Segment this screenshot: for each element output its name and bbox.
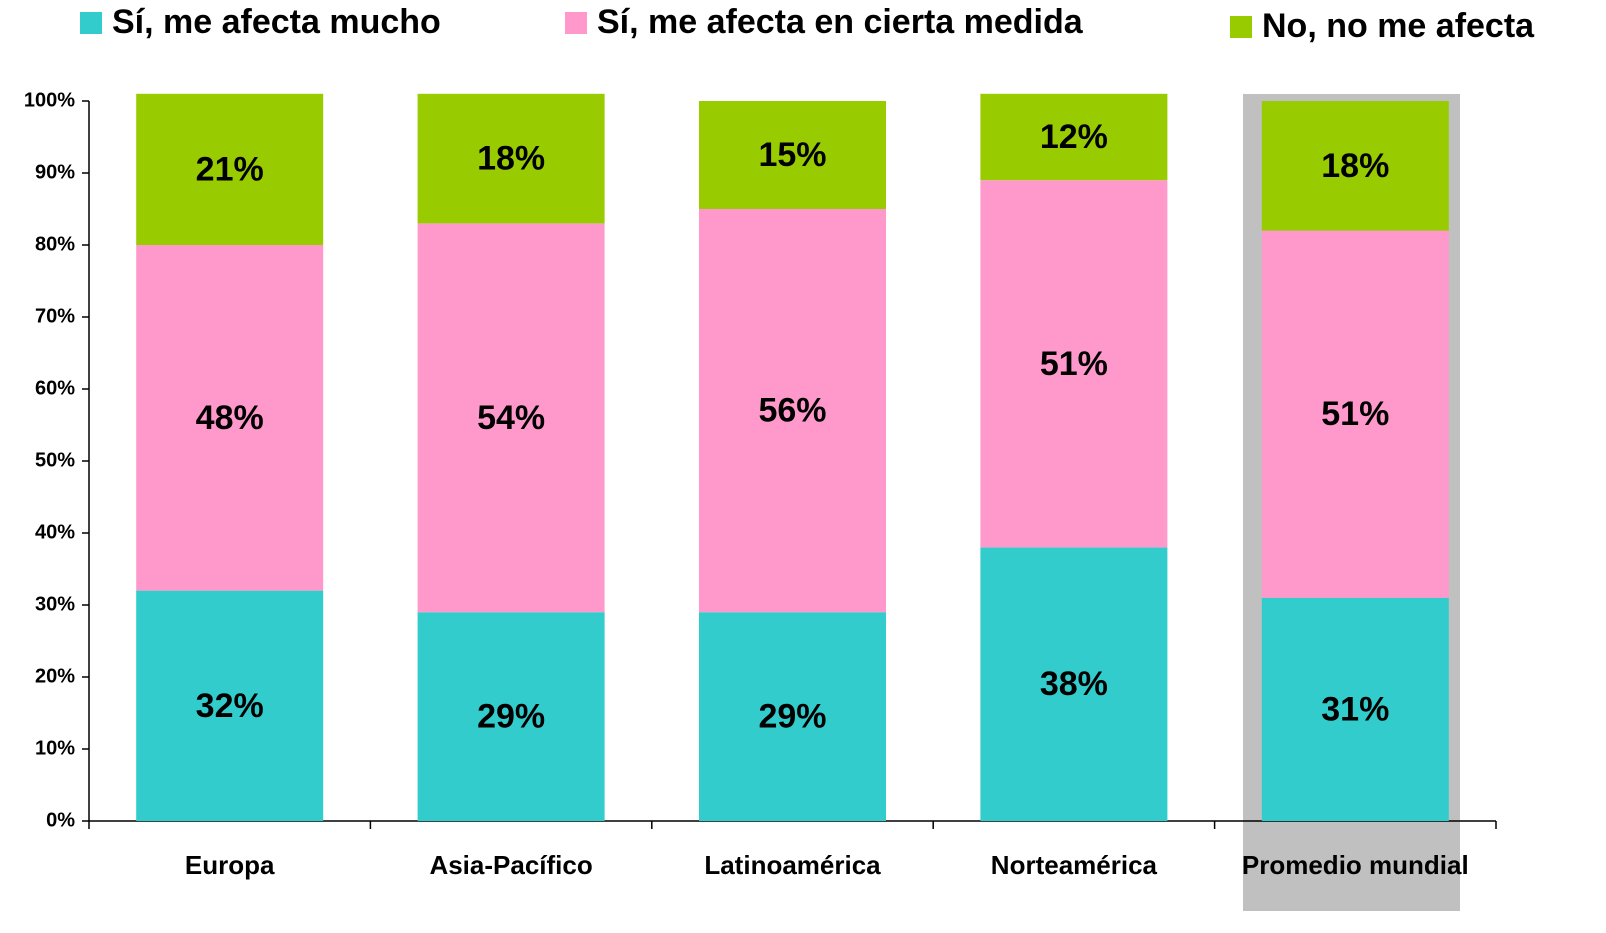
bar-segment [136,245,324,591]
y-tick-label: 90% [35,161,75,183]
legend-label: Sí, me afecta mucho [112,3,441,41]
legend-swatch [80,12,102,34]
y-tick-label: 80% [35,233,75,255]
legend-swatch [1230,16,1252,38]
data-label: 38% [1040,665,1108,703]
y-tick-label: 50% [35,449,75,471]
y-tick-label: 40% [35,521,75,543]
data-label: 31% [1321,690,1389,728]
x-tick-label: Asia-Pacífico [429,850,592,880]
bar-segment [1261,101,1449,231]
bar-segment [417,223,605,613]
x-tick-label: Promedio mundial [1242,850,1469,880]
data-label: 51% [1040,345,1108,383]
data-label: 18% [477,140,545,178]
bar-segment [699,101,886,209]
bar-segment [1261,597,1449,821]
bar-segment [699,209,886,613]
data-label: 12% [1040,118,1108,156]
bar-segment [136,590,324,821]
data-label: 29% [477,698,545,736]
y-tick-label: 70% [35,305,75,327]
bar-segment [1261,230,1449,598]
data-label: 54% [477,399,545,437]
y-tick-label: 10% [35,737,75,759]
x-tick-label: Europa [185,850,275,880]
y-tick-label: 0% [46,809,75,831]
data-label: 18% [1321,147,1389,185]
bar-segment [980,180,1168,548]
data-label: 56% [758,392,826,430]
data-label: 48% [196,399,264,437]
y-tick-label: 20% [35,665,75,687]
bar-segment [417,612,605,821]
bar-segment [980,93,1168,181]
data-label: 21% [196,150,264,188]
bar-segment [699,612,886,821]
bar-segment [980,547,1168,821]
x-tick-label: Norteamérica [991,850,1158,880]
data-label: 32% [196,687,264,725]
bar-segment [136,93,324,245]
y-tick-label: 100% [24,89,75,111]
data-label: 51% [1321,395,1389,433]
data-label: 15% [758,136,826,174]
legend-label: No, no me afecta [1262,7,1535,45]
y-tick-label: 30% [35,593,75,615]
x-tick-label: Latinoamérica [704,850,881,880]
legend-swatch [565,12,587,34]
legend-label: Sí, me afecta en cierta medida [597,3,1084,41]
data-label: 29% [758,698,826,736]
bar-segment [417,93,605,224]
y-tick-label: 60% [35,377,75,399]
